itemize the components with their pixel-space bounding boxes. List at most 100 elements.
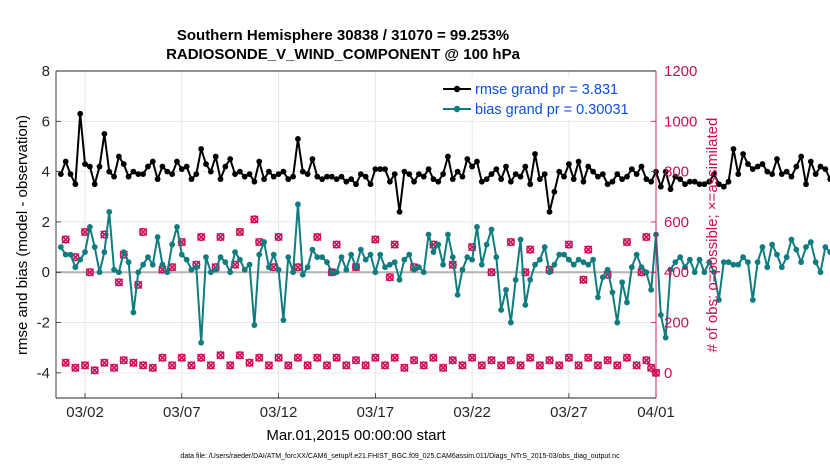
obs-possible-marker: [584, 353, 593, 362]
obs-assimilated-marker: [593, 361, 603, 370]
obs-count-point: [526, 353, 535, 362]
rmse-point: [125, 173, 132, 180]
plot-background: [56, 71, 656, 398]
obs-possible-marker: [129, 358, 138, 367]
rmse-point: [135, 171, 142, 178]
obs-assimilated-marker: [622, 237, 632, 247]
obs-possible-marker: [487, 356, 496, 365]
obs-possible-marker: [622, 353, 632, 362]
footer-data-file: data file: /Users/raeder/DAI/ATM_forcXX/…: [180, 453, 620, 460]
obs-assimilated-marker: [230, 260, 240, 269]
y-tick-label: 4: [42, 164, 50, 181]
chart-title: Southern Hemisphere 30838 / 31070 = 99.2…: [177, 27, 509, 44]
rmse-point: [338, 173, 345, 180]
obs-assimilated-marker: [361, 361, 370, 370]
rmse-point: [556, 168, 563, 175]
obs-count-point: [80, 361, 90, 370]
obs-count-point: [603, 356, 612, 365]
legend-box: [426, 78, 645, 120]
obs-assimilated-marker: [506, 356, 516, 365]
obs-assimilated-marker: [80, 227, 90, 237]
rmse-point: [96, 163, 103, 170]
rmse-point: [624, 173, 630, 180]
bias-point: [212, 266, 219, 273]
obs-count-point: [622, 237, 632, 247]
obs-count-point: [216, 351, 225, 360]
bias-point: [643, 269, 650, 276]
obs-possible-marker: [235, 227, 244, 237]
bias-point: [677, 254, 684, 261]
rmse-point: [827, 176, 830, 183]
obs-assimilated-marker: [351, 356, 361, 365]
bias-point: [759, 244, 766, 250]
y-tick-label: 6: [42, 113, 50, 130]
bias-point: [764, 264, 771, 271]
rmse-point: [512, 171, 519, 178]
obs-count-point: [119, 356, 128, 365]
obs-possible-marker: [332, 240, 341, 249]
bias-point: [624, 299, 630, 306]
obs-possible-marker: [274, 353, 283, 362]
bias-point: [343, 266, 350, 273]
bias-point: [266, 264, 272, 271]
y2-axis-label: # of obs: o=possible; ×=assimilated: [704, 118, 721, 353]
rmse-point: [793, 163, 800, 170]
rmse-point: [788, 173, 795, 180]
obs-assimilated-marker: [564, 240, 574, 249]
obs-possible-marker: [134, 280, 143, 289]
bias-point: [348, 251, 355, 258]
bias-point: [720, 259, 727, 266]
rmse-point: [406, 171, 413, 178]
rmse-point: [280, 168, 287, 175]
obs-count-point: [61, 235, 70, 244]
obs-count-point: [196, 232, 206, 242]
bias-point: [769, 241, 776, 248]
rmse-point: [478, 178, 485, 185]
bias-point: [367, 251, 374, 258]
obs-count-point: [380, 361, 390, 370]
bias-point: [527, 276, 534, 283]
bias-point: [590, 256, 596, 263]
bias-point: [377, 251, 384, 258]
obs-count-point: [467, 353, 477, 362]
bias-point: [425, 231, 432, 238]
rmse-point: [251, 178, 258, 185]
obs-count-point: [506, 237, 516, 247]
obs-possible-marker: [177, 353, 186, 362]
bias-point: [561, 251, 567, 258]
rmse-point: [493, 166, 500, 173]
bias-point: [241, 266, 248, 273]
obs-assimilated-marker: [332, 240, 341, 249]
obs-assimilated-marker: [303, 361, 312, 370]
bias-point: [725, 259, 732, 266]
bias-point: [145, 254, 151, 261]
bias-point: [701, 269, 708, 276]
obs-possible-marker: [109, 363, 119, 372]
obs-possible-marker: [390, 240, 399, 249]
bias-point: [236, 256, 243, 263]
bias-point: [391, 259, 398, 266]
bias-point: [411, 266, 417, 273]
bias-point: [314, 254, 321, 261]
obs-count-point: [371, 235, 380, 244]
obs-possible-marker: [468, 353, 477, 362]
rmse-point: [536, 176, 543, 183]
bias-point: [285, 254, 292, 261]
obs-assimilated-marker: [255, 353, 264, 362]
obs-possible-marker: [642, 356, 651, 365]
rmse-point: [541, 171, 548, 178]
rmse-point: [546, 208, 553, 215]
obs-possible-marker: [245, 358, 254, 367]
rmse-point: [241, 173, 248, 180]
obs-possible-marker: [477, 361, 486, 370]
obs-count-point: [85, 268, 95, 277]
rmse-point: [566, 161, 572, 167]
bias-point: [566, 256, 572, 263]
bias-point: [604, 266, 611, 273]
obs-count-point: [245, 358, 254, 367]
obs-count-point: [579, 275, 588, 284]
obs-assimilated-marker: [235, 351, 245, 360]
bias-point: [478, 261, 485, 268]
bias-point: [812, 259, 819, 266]
obs-assimilated-marker: [622, 353, 632, 362]
